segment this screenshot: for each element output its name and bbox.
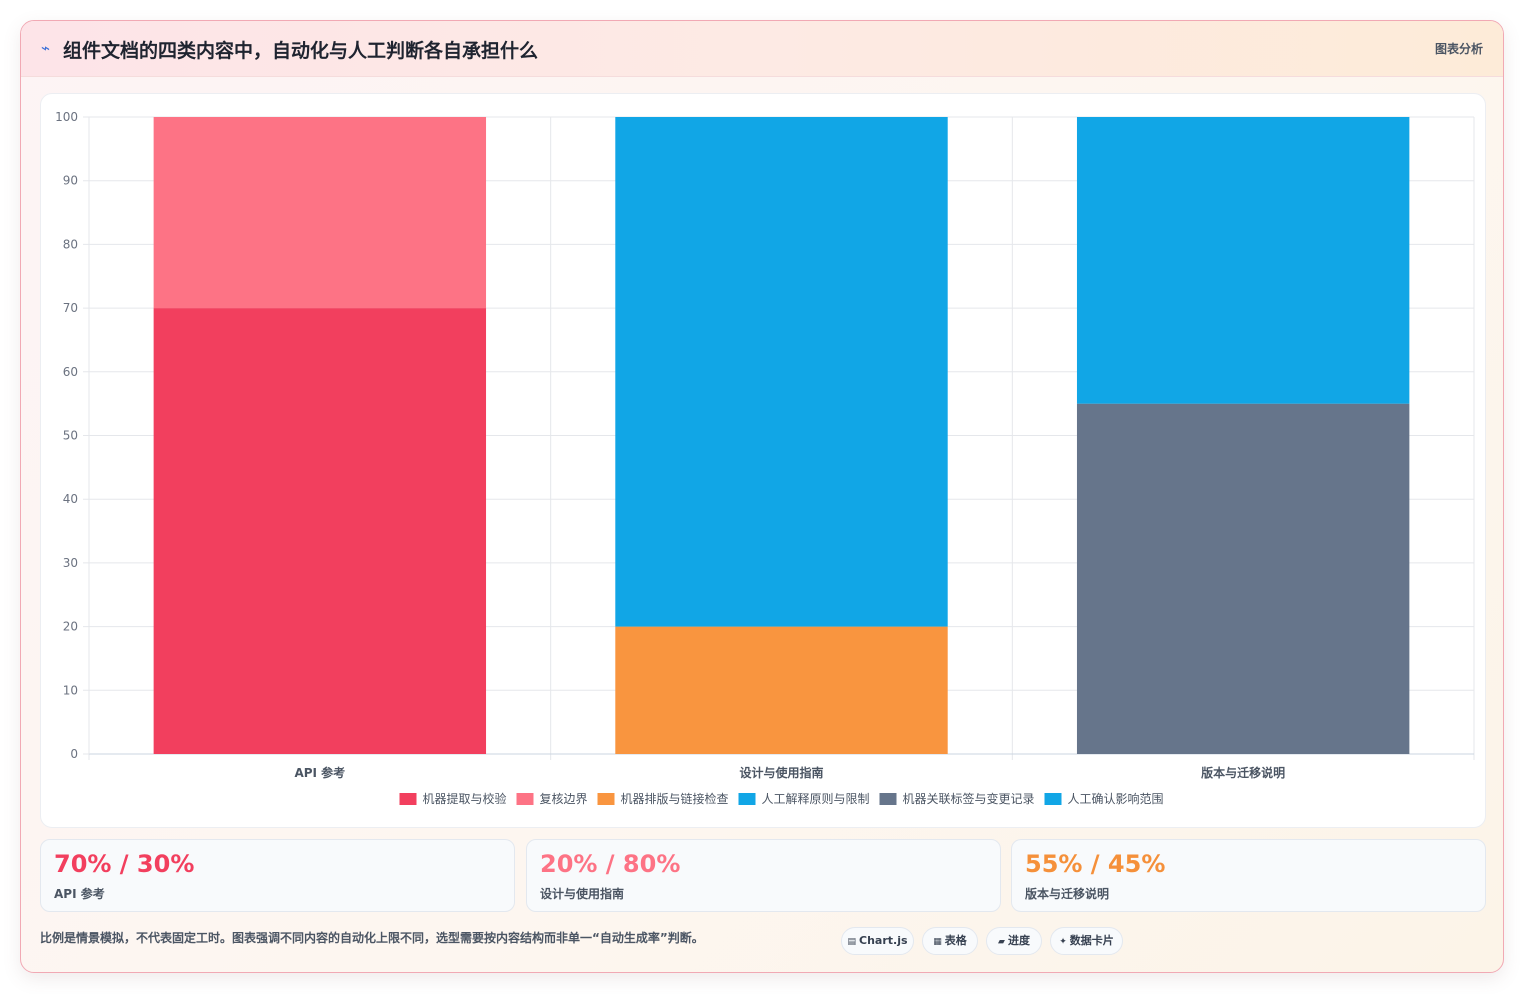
legend-swatch (1044, 793, 1062, 805)
bar-segment (1076, 403, 1410, 754)
sparkle-icon: ✦ (1059, 937, 1067, 947)
legend-swatch (597, 793, 615, 805)
card-header: ⌁ 组件文档的四类内容中，自动化与人工判断各自承担什么 图表分析 (21, 21, 1503, 77)
chart-icon: ▤ (847, 937, 856, 947)
stat-value: 70% / 30% (54, 850, 195, 878)
stat-label: API 参考 (54, 887, 105, 901)
legend-swatch (516, 793, 534, 805)
progress-icon: ▰ (998, 937, 1005, 947)
chart-analysis-badge[interactable]: 图表分析 (1434, 42, 1483, 56)
x-tick-label: API 参考 (294, 765, 345, 780)
legend-label: 机器关联标签与变更记录 (903, 791, 1035, 806)
y-tick-label: 70 (63, 301, 78, 315)
y-tick-label: 0 (70, 747, 78, 761)
y-tick-label: 30 (63, 556, 78, 570)
y-tick-label: 50 (63, 429, 78, 443)
legend-label: 人工解释原则与限制 (762, 792, 870, 806)
stat-card-api: 70% / 30% API 参考 (40, 839, 515, 912)
legend-label: 复核边界 (540, 792, 588, 806)
y-tick-label: 100 (55, 110, 78, 124)
stat-value: 20% / 80% (540, 850, 681, 878)
chip-label: 表格 (944, 934, 967, 947)
page-title: 组件文档的四类内容中，自动化与人工判断各自承担什么 (63, 40, 539, 62)
x-tick-label: 版本与迁移说明 (1201, 765, 1285, 780)
stat-card-release: 55% / 45% 版本与迁移说明 (1011, 839, 1486, 912)
table-icon: ▦ (933, 937, 942, 947)
chip-chartjs[interactable]: ▤ Chart.js (841, 927, 914, 955)
bar-segment (1076, 117, 1410, 404)
chip-table[interactable]: ▦ 表格 (922, 927, 978, 955)
chip-label: Chart.js (859, 934, 908, 947)
legend-label: 机器排版与链接检查 (621, 791, 729, 806)
stat-label: 版本与迁移说明 (1025, 887, 1110, 901)
chart-spark-icon: ⌁ (41, 39, 51, 57)
chip-label: 进度 (1007, 934, 1030, 947)
stat-card-guide: 20% / 80% 设计与使用指南 (526, 839, 1001, 912)
x-tick-label: 设计与使用指南 (739, 765, 823, 780)
chip-progress[interactable]: ▰ 进度 (986, 927, 1042, 955)
legend-swatch (738, 793, 756, 805)
chip-data-cards[interactable]: ✦ 数据卡片 (1050, 927, 1123, 955)
bar-segment (615, 117, 948, 627)
legend-swatch (879, 793, 897, 805)
stat-value: 55% / 45% (1025, 850, 1166, 878)
y-tick-label: 80 (63, 237, 78, 251)
legend-label: 人工确认影响范围 (1068, 791, 1164, 806)
chart-panel: 0 10 20 30 40 50 60 70 80 90 100 API 参考 设计与使用指南 版本与迁移… (40, 93, 1486, 828)
y-tick-label: 40 (63, 492, 78, 506)
bar-segment (153, 308, 487, 754)
bar-segment (153, 117, 487, 309)
y-tick-label: 10 (63, 683, 78, 697)
y-tick-label: 60 (63, 365, 78, 379)
y-tick-label: 90 (63, 174, 78, 188)
footnote: 比例是情景模拟，不代表固定工时。图表强调不同内容的自动化上限不同，选型需要按内容… (40, 931, 704, 945)
legend-swatch (399, 793, 417, 805)
bar-segment (615, 626, 948, 754)
y-tick-label: 20 (63, 620, 78, 634)
stacked-bar-chart: 0 10 20 30 40 50 60 70 80 90 100 API 参考 设计与使用指南 版本与迁移… (55, 110, 1475, 806)
stat-label: 设计与使用指南 (540, 887, 625, 901)
chart-card: ⌁ 组件文档的四类内容中，自动化与人工判断各自承担什么 图表分析 0 10 20 30… (20, 20, 1504, 973)
legend-label: 机器提取与校验 (423, 791, 507, 806)
chip-label: 数据卡片 (1069, 934, 1114, 947)
